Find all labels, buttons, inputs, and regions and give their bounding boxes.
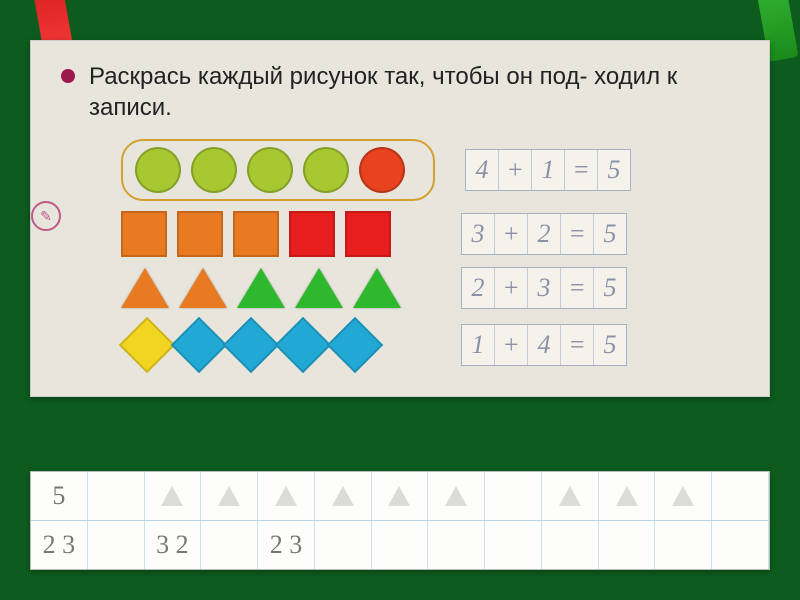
triangle-outline-icon [332, 486, 354, 506]
triangle-outline-icon [445, 486, 467, 506]
grid-cell [485, 472, 542, 520]
grid-cell [372, 472, 429, 520]
grid-cell [428, 521, 485, 569]
equation-cell: = [561, 214, 594, 254]
pencil-icon: ✎ [31, 201, 61, 231]
equation-cell: = [561, 268, 594, 308]
grid-cell [655, 472, 712, 520]
equation-cell: + [495, 325, 528, 365]
equation-cell: + [495, 268, 528, 308]
circle-shape [303, 147, 349, 193]
equation-cell: = [561, 325, 594, 365]
square-shape [289, 211, 335, 257]
grid-cell [201, 472, 258, 520]
grid-cell [712, 472, 769, 520]
exercise-row: 2+3=5 [121, 267, 739, 309]
triangle-shape [353, 268, 401, 308]
triangle-outline-icon [616, 486, 638, 506]
diamond-shape [223, 317, 280, 374]
equation-cell: 5 [594, 325, 626, 365]
triangle-outline-icon [275, 486, 297, 506]
grid-cell [599, 521, 656, 569]
triangle-outline-icon [161, 486, 183, 506]
square-shape [177, 211, 223, 257]
square-shape [233, 211, 279, 257]
triangle-outline-icon [559, 486, 581, 506]
practice-row-1: 5 [31, 472, 769, 521]
grid-cell [485, 521, 542, 569]
grid-cell [315, 521, 372, 569]
grid-cell [258, 472, 315, 520]
equation-cell: + [499, 150, 532, 190]
equation-cell: + [495, 214, 528, 254]
exercise-row: 4+1=5 [121, 139, 739, 201]
worksheet-card: Раскрась каждый рисунок так, чтобы он по… [30, 40, 770, 397]
shape-group [121, 139, 435, 201]
shape-group [121, 268, 431, 308]
grid-cell [542, 472, 599, 520]
triangle-shape [121, 268, 169, 308]
circle-shape [191, 147, 237, 193]
circle-shape [247, 147, 293, 193]
equation: 1+4=5 [461, 324, 627, 366]
diamond-shape [275, 317, 332, 374]
equation-cell: 1 [462, 325, 495, 365]
grid-cell [542, 521, 599, 569]
grid-cell [145, 472, 202, 520]
equation: 2+3=5 [461, 267, 627, 309]
equation-cell: 1 [532, 150, 565, 190]
equation-cell: = [565, 150, 598, 190]
triangle-shape [295, 268, 343, 308]
square-shape [121, 211, 167, 257]
grid-cell [655, 521, 712, 569]
grid-cell [428, 472, 485, 520]
grid-cell: 2 3 [31, 521, 88, 569]
grid-cell: 3 2 [145, 521, 202, 569]
equation-cell: 5 [594, 214, 626, 254]
practice-row-2: 2 3 3 2 2 3 [31, 521, 769, 569]
shape-group [121, 319, 431, 371]
square-shape [345, 211, 391, 257]
triangle-shape [237, 268, 285, 308]
triangle-outline-icon [218, 486, 240, 506]
equation: 3+2=5 [461, 213, 627, 255]
exercise-rows: 4+1=53+2=52+3=51+4=5 [121, 139, 739, 371]
equation-cell: 2 [462, 268, 495, 308]
grid-cell [88, 521, 145, 569]
circle-shape [359, 147, 405, 193]
exercise-row: 3+2=5 [121, 211, 739, 257]
shape-group [121, 211, 431, 257]
practice-grid: 5 2 3 3 2 2 3 [30, 471, 770, 570]
equation-cell: 5 [594, 268, 626, 308]
grid-cell [201, 521, 258, 569]
diamond-shape [119, 317, 176, 374]
diamond-shape [171, 317, 228, 374]
circle-shape [135, 147, 181, 193]
equation-cell: 3 [462, 214, 495, 254]
triangle-shape [179, 268, 227, 308]
grid-cell [88, 472, 145, 520]
triangle-outline-icon [672, 486, 694, 506]
grid-cell: 2 3 [258, 521, 315, 569]
diamond-shape [327, 317, 384, 374]
grid-cell [599, 472, 656, 520]
equation-cell: 4 [466, 150, 499, 190]
grid-cell [372, 521, 429, 569]
grid-cell [315, 472, 372, 520]
equation-cell: 3 [528, 268, 561, 308]
bullet-icon [61, 69, 75, 83]
triangle-outline-icon [388, 486, 410, 506]
exercise-row: 1+4=5 [121, 319, 739, 371]
equation: 4+1=5 [465, 149, 631, 191]
grid-cell: 5 [31, 472, 88, 520]
equation-cell: 2 [528, 214, 561, 254]
equation-cell: 5 [598, 150, 630, 190]
grid-cell [712, 521, 769, 569]
instruction-text: Раскрась каждый рисунок так, чтобы он по… [89, 61, 739, 123]
equation-cell: 4 [528, 325, 561, 365]
